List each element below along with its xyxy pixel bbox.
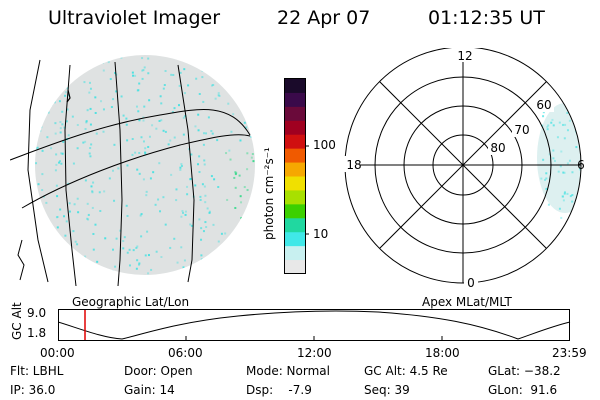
time-label: 01:12:35 UT (428, 7, 545, 29)
alt-xtick-2: 12:00 (297, 346, 332, 360)
polar-grid (344, 48, 582, 284)
colorbar-segment (285, 148, 305, 164)
polar-plot: 12 18 6 0 60 70 80 (340, 48, 585, 288)
colorbar-segment (285, 204, 305, 219)
glon-status: GLon: 91.6 (488, 383, 558, 397)
altitude-plot (58, 309, 571, 341)
colorbar-segment (285, 176, 305, 191)
filter-status: Flt: LBHL (10, 364, 64, 378)
cbar-label-100: 100 (313, 138, 336, 152)
lat-label-80: 80 (490, 141, 505, 155)
lat-label-60: 60 (536, 98, 551, 112)
alt-xtick-4: 23:59 (552, 346, 587, 360)
glat-status: GLat: −38.2 (488, 364, 561, 378)
altitude-curve (58, 310, 571, 340)
color-scale-bar (284, 78, 309, 274)
coastline-fragment (66, 89, 71, 103)
left-panel-caption: Geographic Lat/Lon (72, 295, 190, 309)
colorbar-segment (285, 134, 305, 150)
alt-xtick-3: 18:00 (425, 346, 460, 360)
geographic-image-panel (10, 55, 255, 287)
seq-status: Seq: 39 (364, 383, 410, 397)
alt-xtick-1: 06:00 (168, 346, 203, 360)
alt-ytick-9: 9.0 (27, 306, 47, 320)
colorbar-segment (285, 79, 305, 94)
altitude-plot-frame (58, 309, 570, 341)
gc-alt-status: GC Alt: 4.5 Re (364, 364, 448, 378)
mlt-label-18: 18 (346, 158, 361, 172)
longitude-grid-lines (10, 59, 251, 287)
mlt-label-0: 0 (467, 276, 475, 288)
mode-status: Mode: Normal (246, 364, 330, 378)
colorbar-segment (285, 120, 305, 136)
ip-status: IP: 36.0 (10, 383, 56, 397)
alt-ytick-1.8: 1.8 (27, 326, 47, 340)
mlt-label-6: 6 (577, 158, 585, 172)
colorbar-segment (285, 260, 305, 274)
gain-status: Gain: 14 (124, 383, 175, 397)
coastline (17, 239, 25, 281)
cbar-label-10: 10 (313, 227, 329, 241)
colorbar-unit-label: photon cm⁻²s⁻¹ (262, 147, 276, 240)
colorbar-segment (285, 190, 305, 205)
colorbar-segment (285, 162, 305, 177)
door-status: Door: Open (124, 364, 193, 378)
colorbar-segment (285, 232, 305, 247)
altitude-x-ticks (185, 336, 443, 340)
alt-xtick-0: 00:00 (40, 346, 75, 360)
instrument-title: Ultraviolet Imager (48, 7, 221, 29)
colorbar-segment (285, 92, 305, 108)
colorbar-segment (285, 106, 305, 122)
mlt-label-12: 12 (457, 49, 472, 63)
dsp-status: Dsp: -7.9 (246, 383, 312, 397)
date-label: 22 Apr 07 (277, 7, 371, 29)
lat-label-70: 70 (514, 123, 529, 137)
colorbar-segment (285, 246, 305, 261)
right-panel-caption: Apex MLat/MLT (422, 295, 512, 309)
altitude-axis-label: GC Alt (10, 302, 24, 340)
colorbar-segment (285, 218, 305, 233)
